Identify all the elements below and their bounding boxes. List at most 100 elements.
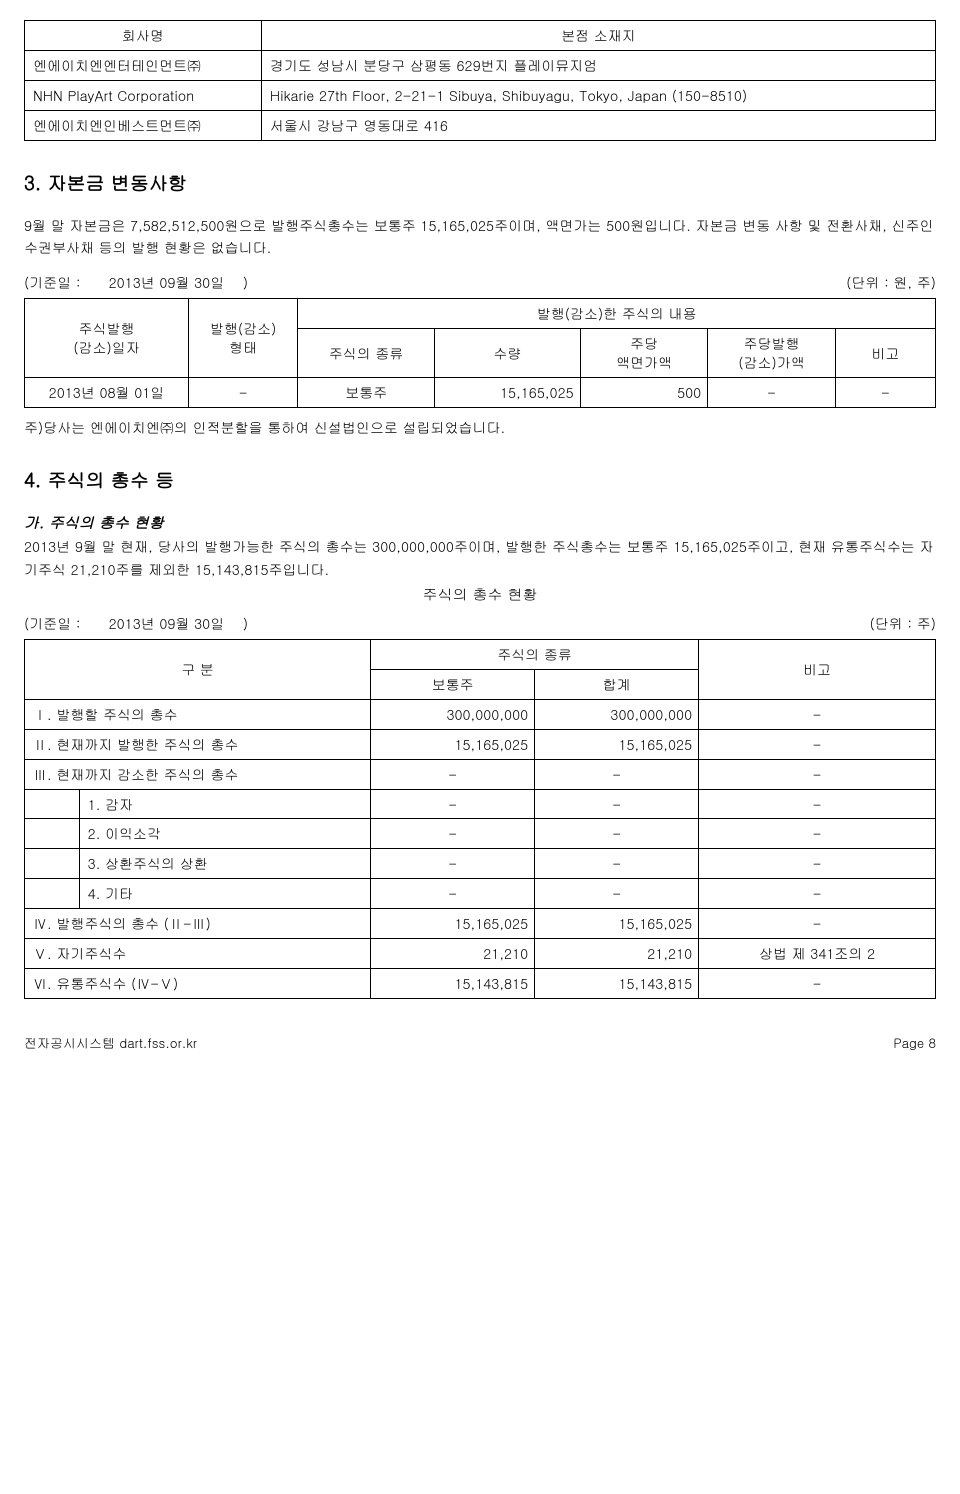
share-count-table: 구 분 주식의 종류 비고 보통주 합계 Ⅰ. 발행할 주식의 총수300,00… <box>24 639 936 999</box>
th-issue-date: 주식발행 (감소)일자 <box>25 299 189 378</box>
cell-total: 15,165,025 <box>535 729 699 759</box>
cell-common: 15,165,025 <box>371 909 535 939</box>
section3-title: 3. 자본금 변동사항 <box>24 169 936 196</box>
th-issue-type: 발행(감소) 형태 <box>188 299 297 378</box>
cell-label: 3. 상환주식의 상환 <box>79 849 371 879</box>
table-row: Ⅴ. 자기주식수21,21021,210상법 제 341조의 2 <box>25 938 936 968</box>
th-kind-group: 주식의 종류 <box>371 640 699 670</box>
cell-common: - <box>371 879 535 909</box>
th-note: 비고 <box>835 329 935 378</box>
cell-blank <box>25 879 80 909</box>
cell-company: 엔에이치엔엔터테인먼트㈜ <box>25 50 262 80</box>
cell-label: 4. 기타 <box>79 879 371 909</box>
unit-label: (단위 : 원, 주) <box>846 272 936 292</box>
th-note: 비고 <box>699 640 936 700</box>
cell-blank <box>25 789 80 819</box>
capital-change-table: 주식발행 (감소)일자 발행(감소) 형태 발행(감소)한 주식의 내용 주식의… <box>24 298 936 408</box>
th-qty: 수량 <box>434 329 580 378</box>
cell-date: 2013년 08월 01일 <box>25 378 189 408</box>
th-company: 회사명 <box>25 21 262 51</box>
table-row: 1. 감자--- <box>25 789 936 819</box>
cell-common: 15,165,025 <box>371 729 535 759</box>
cell-note: - <box>699 909 936 939</box>
th-address: 본점 소재지 <box>261 21 935 51</box>
th-common: 보통주 <box>371 669 535 699</box>
cell-note: - <box>699 849 936 879</box>
cell-blank <box>25 849 80 879</box>
cell-address: Hikarie 27th Floor, 2-21-1 Sibuya, Shibu… <box>261 80 935 110</box>
cell-total: - <box>535 759 699 789</box>
cell-label: Ⅰ. 발행할 주식의 총수 <box>25 699 371 729</box>
footer-right: Page 8 <box>893 1033 936 1052</box>
basis-date: (기준일 : 2013년 09월 30일 ) <box>24 613 248 633</box>
cell-note: - <box>699 968 936 998</box>
company-address-table: 회사명 본점 소재지 엔에이치엔엔터테인먼트㈜ 경기도 성남시 분당구 삼평동 … <box>24 20 936 141</box>
table2-footnote: 주)당사는 엔에이치엔㈜의 인적분할을 통하여 신설법인으로 설립되었습니다. <box>24 416 936 438</box>
cell-label: Ⅲ. 현재까지 감소한 주식의 총수 <box>25 759 371 789</box>
cell-total: - <box>535 879 699 909</box>
cell-total: - <box>535 789 699 819</box>
cell-total: 15,143,815 <box>535 968 699 998</box>
cell-common: - <box>371 789 535 819</box>
cell-total: - <box>535 849 699 879</box>
cell-note: - <box>699 879 936 909</box>
cell-address: 서울시 강남구 영동대로 416 <box>261 110 935 140</box>
cell-address: 경기도 성남시 분당구 삼평동 629번지 플레이뮤지엄 <box>261 50 935 80</box>
table-row: Ⅳ. 발행주식의 총수 (Ⅱ-Ⅲ)15,165,02515,165,025- <box>25 909 936 939</box>
table-row: 엔에이치엔인베스트먼트㈜ 서울시 강남구 영동대로 416 <box>25 110 936 140</box>
section3-paragraph: 9월 말 자본금은 7,582,512,500원으로 발행주식총수는 보통주 1… <box>24 214 936 259</box>
footer-left: 전자공시시스템 dart.fss.or.kr <box>24 1033 197 1052</box>
cell-common: 300,000,000 <box>371 699 535 729</box>
cell-note: - <box>699 819 936 849</box>
cell-par: 500 <box>580 378 708 408</box>
cell-label: Ⅴ. 자기주식수 <box>25 938 371 968</box>
cell-note: - <box>699 699 936 729</box>
cell-note: - <box>699 759 936 789</box>
cell-total: 15,165,025 <box>535 909 699 939</box>
table3-title: 주식의 총수 현황 <box>24 584 936 605</box>
cell-label: Ⅵ. 유통주식수 (Ⅳ-Ⅴ) <box>25 968 371 998</box>
cell-common: - <box>371 819 535 849</box>
cell-note: - <box>699 729 936 759</box>
cell-label: 1. 감자 <box>79 789 371 819</box>
cell-total: - <box>535 819 699 849</box>
cell-qty: 15,165,025 <box>434 378 580 408</box>
th-par: 주당 액면가액 <box>580 329 708 378</box>
cell-note: - <box>835 378 935 408</box>
cell-company: NHN PlayArt Corporation <box>25 80 262 110</box>
table-row: 엔에이치엔엔터테인먼트㈜ 경기도 성남시 분당구 삼평동 629번지 플레이뮤지… <box>25 50 936 80</box>
section3-meta: (기준일 : 2013년 09월 30일 ) (단위 : 원, 주) <box>24 272 936 292</box>
table-row: 3. 상환주식의 상환--- <box>25 849 936 879</box>
cell-per: - <box>708 378 836 408</box>
table-row: 2013년 08월 01일 - 보통주 15,165,025 500 - - <box>25 378 936 408</box>
table-row: Ⅵ. 유통주식수 (Ⅳ-Ⅴ)15,143,81515,143,815- <box>25 968 936 998</box>
cell-company: 엔에이치엔인베스트먼트㈜ <box>25 110 262 140</box>
cell-total: 300,000,000 <box>535 699 699 729</box>
section4-meta: (기준일 : 2013년 09월 30일 ) (단위 : 주) <box>24 613 936 633</box>
th-kind: 주식의 종류 <box>298 329 435 378</box>
cell-common: - <box>371 849 535 879</box>
cell-common: - <box>371 759 535 789</box>
cell-type: - <box>188 378 297 408</box>
cell-label: 2. 이익소각 <box>79 819 371 849</box>
cell-note: 상법 제 341조의 2 <box>699 938 936 968</box>
cell-common: 21,210 <box>371 938 535 968</box>
th-group: 발행(감소)한 주식의 내용 <box>298 299 936 329</box>
th-total: 합계 <box>535 669 699 699</box>
table-row: 2. 이익소각--- <box>25 819 936 849</box>
table-row: 4. 기타--- <box>25 879 936 909</box>
cell-total: 21,210 <box>535 938 699 968</box>
th-per: 주당발행 (감소)가액 <box>708 329 836 378</box>
cell-blank <box>25 819 80 849</box>
basis-date: (기준일 : 2013년 09월 30일 ) <box>24 272 248 292</box>
cell-common: 15,143,815 <box>371 968 535 998</box>
table-row: NHN PlayArt Corporation Hikarie 27th Flo… <box>25 80 936 110</box>
cell-label: Ⅱ. 현재까지 발행한 주식의 총수 <box>25 729 371 759</box>
table-row: Ⅰ. 발행할 주식의 총수300,000,000300,000,000- <box>25 699 936 729</box>
section4-paragraph: 2013년 9월 말 현재, 당사의 발행가능한 주식의 총수는 300,000… <box>24 536 934 578</box>
cell-kind: 보통주 <box>298 378 435 408</box>
table-row: Ⅲ. 현재까지 감소한 주식의 총수--- <box>25 759 936 789</box>
cell-label: Ⅳ. 발행주식의 총수 (Ⅱ-Ⅲ) <box>25 909 371 939</box>
section4-subtitle: 가. 주식의 총수 현황 <box>24 512 164 533</box>
unit-label: (단위 : 주) <box>870 613 937 633</box>
